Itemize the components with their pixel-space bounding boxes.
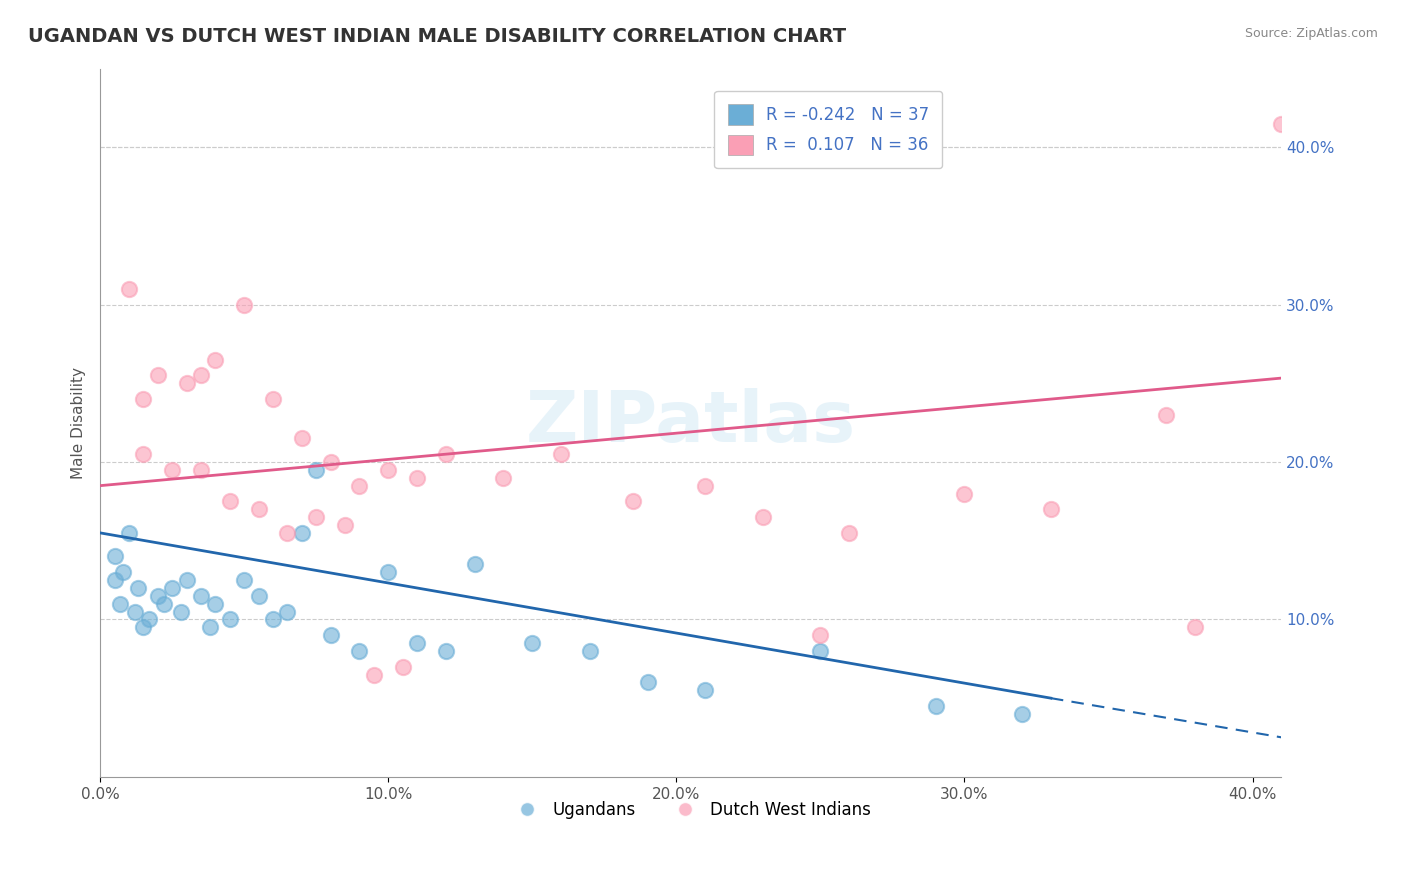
Point	[118, 282, 141, 296]
Point	[810, 644, 832, 658]
Point	[160, 581, 183, 595]
Point	[124, 605, 146, 619]
Point	[103, 573, 125, 587]
Point	[305, 510, 328, 524]
Point	[204, 352, 226, 367]
Point	[579, 644, 602, 658]
Point	[276, 525, 298, 540]
Point	[953, 486, 976, 500]
Point	[406, 471, 429, 485]
Point	[132, 392, 155, 406]
Point	[190, 368, 212, 383]
Point	[198, 620, 221, 634]
Text: UGANDAN VS DUTCH WEST INDIAN MALE DISABILITY CORRELATION CHART: UGANDAN VS DUTCH WEST INDIAN MALE DISABI…	[28, 27, 846, 45]
Point	[695, 683, 717, 698]
Point	[464, 558, 486, 572]
Point	[391, 659, 413, 673]
Point	[1184, 620, 1206, 634]
Point	[118, 525, 141, 540]
Point	[492, 471, 515, 485]
Point	[146, 589, 169, 603]
Point	[434, 447, 457, 461]
Point	[247, 502, 270, 516]
Point	[406, 636, 429, 650]
Point	[924, 699, 946, 714]
Point	[170, 605, 193, 619]
Point	[233, 573, 256, 587]
Point	[319, 628, 342, 642]
Point	[363, 667, 385, 681]
Point	[218, 494, 240, 508]
Point	[695, 478, 717, 492]
Point	[1270, 117, 1292, 131]
Point	[110, 597, 132, 611]
Point	[190, 463, 212, 477]
Point	[838, 525, 860, 540]
Point	[103, 549, 125, 564]
Point	[377, 566, 399, 580]
Text: ZIPatlas: ZIPatlas	[526, 388, 856, 458]
Point	[138, 612, 160, 626]
Point	[621, 494, 644, 508]
Point	[305, 463, 328, 477]
Point	[146, 368, 169, 383]
Point	[204, 597, 226, 611]
Point	[1011, 706, 1033, 721]
Point	[160, 463, 183, 477]
Text: Source: ZipAtlas.com: Source: ZipAtlas.com	[1244, 27, 1378, 40]
Point	[218, 612, 240, 626]
Point	[752, 510, 775, 524]
Point	[112, 566, 135, 580]
Point	[152, 597, 174, 611]
Point	[291, 432, 314, 446]
Point	[262, 612, 284, 626]
Point	[132, 620, 155, 634]
Point	[176, 376, 198, 391]
Point	[333, 518, 356, 533]
Point	[276, 605, 298, 619]
Point	[262, 392, 284, 406]
Y-axis label: Male Disability: Male Disability	[72, 367, 86, 479]
Point	[550, 447, 572, 461]
Point	[377, 463, 399, 477]
Point	[810, 628, 832, 642]
Point	[349, 644, 371, 658]
Point	[637, 675, 659, 690]
Point	[127, 581, 149, 595]
Point	[1154, 408, 1177, 422]
Point	[176, 573, 198, 587]
Point	[190, 589, 212, 603]
Point	[522, 636, 544, 650]
Point	[247, 589, 270, 603]
Point	[319, 455, 342, 469]
Point	[132, 447, 155, 461]
Point	[434, 644, 457, 658]
Legend: Ugandans, Dutch West Indians: Ugandans, Dutch West Indians	[503, 794, 877, 825]
Point	[291, 525, 314, 540]
Point	[233, 298, 256, 312]
Point	[1039, 502, 1062, 516]
Point	[349, 478, 371, 492]
